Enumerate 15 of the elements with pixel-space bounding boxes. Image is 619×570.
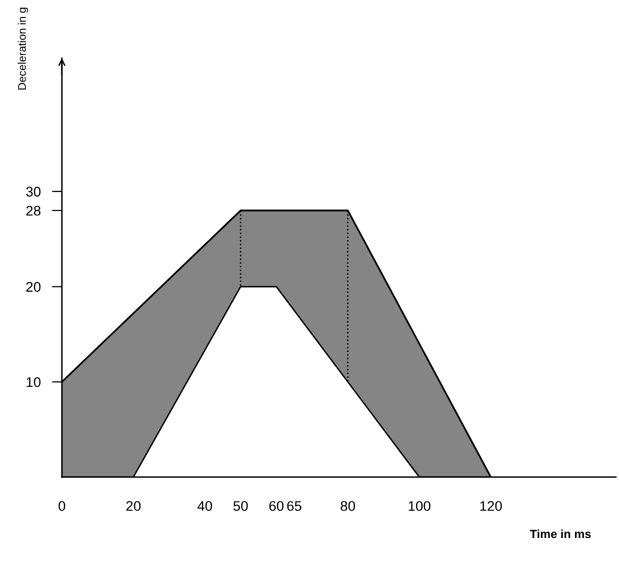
y-tick-label: 28 xyxy=(26,206,40,216)
x-tick-label: 20 xyxy=(126,501,141,511)
x-tick-label: 100 xyxy=(408,501,430,511)
x-tick-label: 120 xyxy=(480,501,502,511)
x-tick-label: 0 xyxy=(58,501,66,511)
y-tick-label: 30 xyxy=(26,186,41,197)
y-tick-label: 20 xyxy=(26,282,41,292)
x-tick-label: 65 xyxy=(287,501,302,511)
x-tick-label: 60 xyxy=(269,501,284,511)
y-axis-title: Deceleration in g xyxy=(18,8,28,90)
x-tick-label: 40 xyxy=(197,501,212,511)
x-axis-title: Time in ms xyxy=(530,529,591,538)
x-tick-label: 80 xyxy=(340,501,356,511)
y-tick-label: 10 xyxy=(26,377,41,388)
x-tick-label: 50 xyxy=(233,501,248,511)
